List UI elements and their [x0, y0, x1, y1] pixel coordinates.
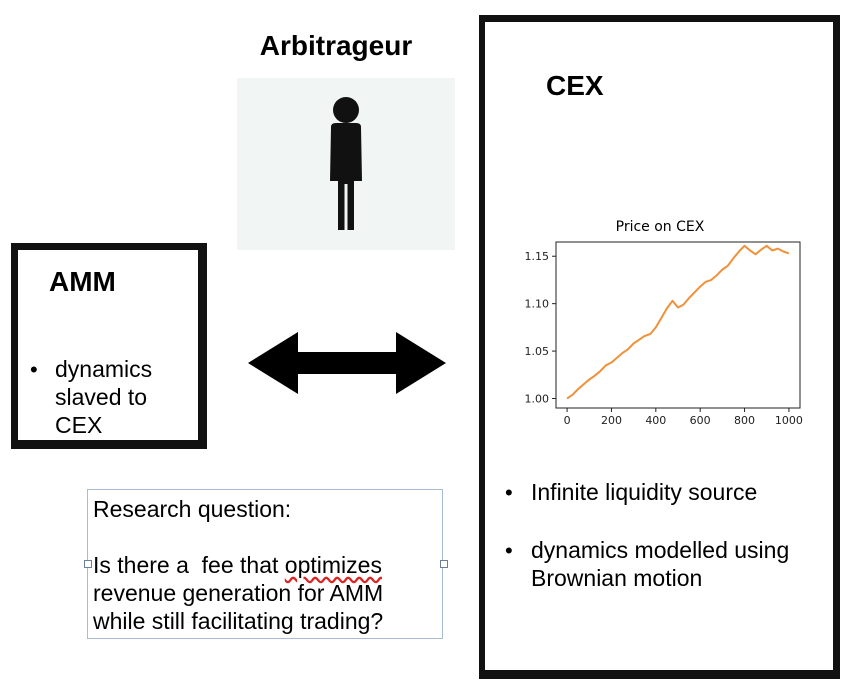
chart-lines	[566, 244, 790, 400]
person-icon	[330, 97, 362, 230]
x-tick-label: 200	[601, 414, 622, 427]
chart-axes	[555, 241, 801, 409]
amm-title: AMM	[49, 266, 116, 297]
research-text-start: Is there a fee that	[93, 552, 285, 578]
bullet-icon: •	[30, 357, 38, 382]
y-tick-label: 1.10	[525, 298, 550, 311]
x-tick-label: 800	[734, 414, 755, 427]
spellcheck-flagged-word[interactable]: optimizes	[284, 552, 382, 578]
arbitrageur-panel	[237, 78, 455, 250]
amm-bullet: dynamics slaved to CEX	[55, 356, 153, 438]
x-tick-label: 400	[645, 414, 666, 427]
double-arrow-icon	[248, 332, 446, 394]
chart-ticks: 0 200 400 600 800 1000 1.00 1.05 1.10 1.15	[525, 250, 803, 427]
bullet-icon: •	[505, 480, 513, 505]
cex-bullet-dynamics: dynamics modelled using Brownian motion	[531, 537, 790, 591]
cex-bullet-liquidity: Infinite liquidity source	[531, 479, 758, 505]
x-tick-label: 600	[690, 414, 711, 427]
y-tick-label: 1.05	[525, 345, 550, 358]
bullet-icon: •	[505, 538, 513, 563]
research-text-end: revenue generation for AMM while still f…	[93, 580, 384, 634]
cex-title: CEX	[546, 70, 604, 101]
research-question-text[interactable]: Is there a fee that optimizes revenue ge…	[93, 551, 443, 635]
chart-title: Price on CEX	[615, 219, 705, 235]
resize-handle-left[interactable]	[84, 560, 92, 568]
plot-frame	[555, 241, 801, 409]
price-chart: 0 200 400 600 800 1000 1.00 1.05 1.10 1.15	[525, 241, 803, 427]
resize-handle-right[interactable]	[440, 560, 448, 568]
cex-box	[479, 15, 840, 679]
research-heading: Research question:	[93, 496, 292, 522]
x-tick-label: 0	[564, 414, 571, 427]
arbitrageur-title: Arbitrageur	[259, 30, 413, 61]
y-tick-label: 1.15	[525, 250, 550, 263]
y-tick-label: 1.00	[525, 393, 550, 406]
x-tick-label: 1000	[775, 414, 803, 427]
price-series-line	[566, 244, 790, 400]
amm-box	[11, 243, 207, 449]
